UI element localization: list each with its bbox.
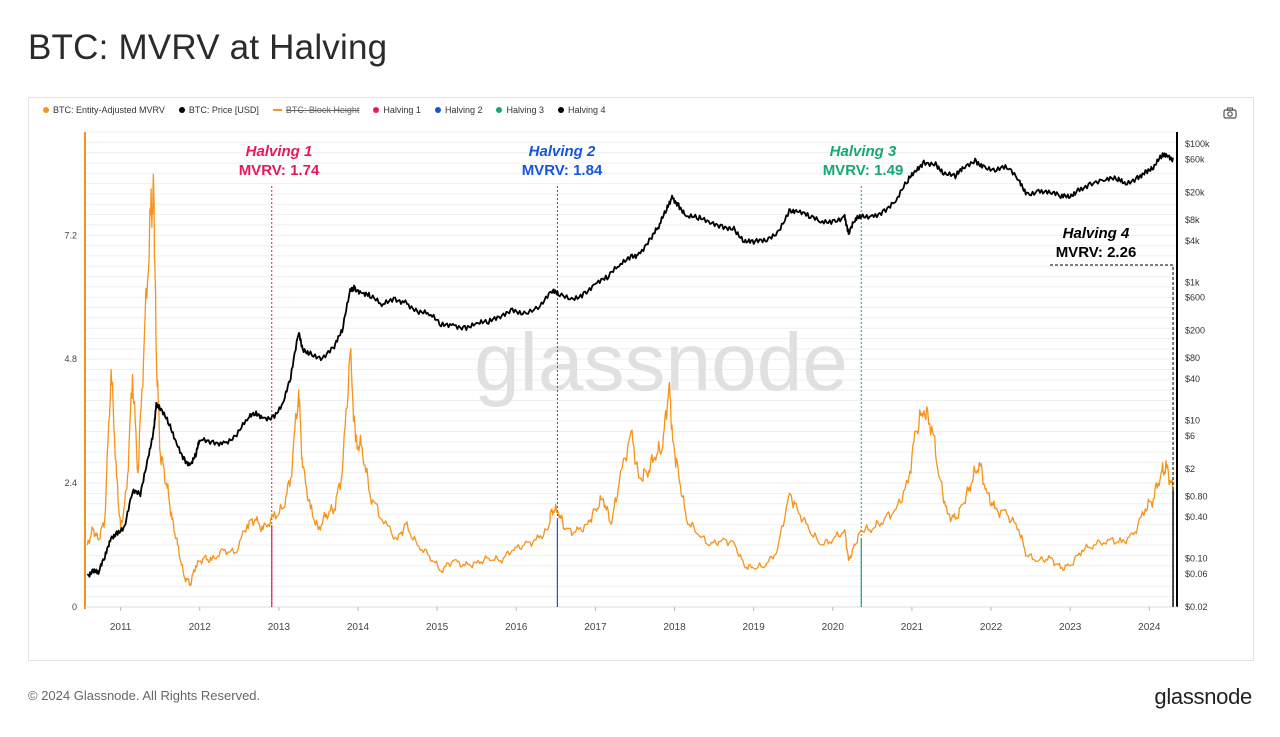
y-right-tick-label: $200 — [1185, 326, 1205, 336]
camera-icon[interactable] — [1223, 106, 1237, 119]
x-tick-label: 2015 — [426, 622, 449, 633]
y-right-tick-label: $100k — [1185, 139, 1210, 149]
chart-legend: BTC: Entity-Adjusted MVRV BTC: Price [USD… — [43, 105, 606, 115]
y-right-tick-label: $1k — [1185, 277, 1200, 287]
y-right-tick-label: $10 — [1185, 416, 1200, 426]
y-right-tick-label: $0.10 — [1185, 554, 1208, 564]
legend-label: Halving 3 — [506, 105, 545, 115]
halving-title-1: Halving 1 — [246, 143, 313, 160]
y-right-tick-label: $2 — [1185, 464, 1195, 474]
legend-label: Halving 4 — [568, 105, 606, 115]
x-tick-label: 2013 — [268, 622, 291, 633]
y-right-tick-label: $4k — [1185, 236, 1200, 246]
legend-item-halving-4[interactable]: Halving 4 — [558, 105, 606, 115]
y-left-tick-label: 0 — [72, 602, 77, 612]
chart-panel: glassnode 0 2.4 4.8 7.2 $0.02 $0.06 $0.10 $0.40 $… — [28, 97, 1254, 661]
legend-marker — [272, 109, 282, 111]
legend-label: BTC: Price [USD] — [188, 105, 259, 115]
x-tick-label: 2020 — [822, 622, 845, 633]
halving-title-2: Halving 2 — [529, 143, 596, 160]
legend-item-btc-block-height[interactable]: BTC: Block Height — [272, 105, 360, 115]
y-right-tick-label: $600 — [1185, 293, 1205, 303]
legend-marker — [558, 107, 565, 113]
legend-marker — [373, 107, 380, 113]
x-tick-label: 2021 — [901, 622, 924, 633]
legend-marker — [496, 107, 503, 113]
x-tick-label: 2024 — [1138, 622, 1161, 633]
legend-marker — [43, 107, 49, 113]
y-right-tick-label: $0.06 — [1185, 569, 1208, 579]
legend-label: Halving 2 — [444, 105, 483, 115]
brand-logo: glassnode — [1154, 684, 1252, 709]
y-left-tick-label: 2.4 — [64, 478, 77, 488]
halving-title-4: Halving 4 — [1063, 225, 1130, 242]
x-tick-label: 2011 — [110, 622, 132, 633]
x-tick-label: 2019 — [743, 622, 766, 633]
legend-item-halving-3[interactable]: Halving 3 — [496, 105, 544, 115]
halving-mvrv-2: MVRV: 1.84 — [522, 162, 603, 179]
y-right-tick-label: $0.80 — [1185, 491, 1208, 501]
halving-title-3: Halving 3 — [830, 143, 897, 160]
legend-label: BTC: Block Height — [285, 105, 360, 115]
y-right-tick-label: $40 — [1185, 374, 1200, 384]
y-left-tick-label: 7.2 — [64, 230, 77, 240]
page-title: BTC: MVRV at Halving — [28, 28, 388, 67]
y-right-tick-label: $0.40 — [1185, 512, 1208, 522]
legend-label: Halving 1 — [383, 105, 421, 115]
legend-marker — [178, 107, 185, 113]
x-tick-label: 2012 — [189, 622, 212, 633]
x-tick-label: 2023 — [1059, 622, 1082, 633]
x-tick-label: 2018 — [663, 622, 686, 633]
series-mvrv-line — [86, 173, 1174, 587]
legend-label: BTC: Entity-Adjusted MVRV — [53, 105, 165, 115]
x-tick-label: 2017 — [584, 622, 607, 633]
y-right-tick-label: $6 — [1185, 431, 1195, 441]
halving-mvrv-3: MVRV: 1.49 — [823, 162, 904, 179]
y-right-tick-label: $20k — [1185, 187, 1205, 197]
legend-item-halving-2[interactable]: Halving 2 — [434, 105, 483, 115]
y-right-tick-label: $8k — [1185, 215, 1200, 225]
y-left-tick-label: 4.8 — [64, 354, 77, 364]
halving-mvrv-1: MVRV: 1.74 — [239, 162, 320, 179]
y-right-tick-label: $80 — [1185, 353, 1200, 363]
x-tick-label: 2016 — [505, 622, 528, 633]
halving-mvrv-4: MVRV: 2.26 — [1056, 244, 1137, 261]
watermark-text: glassnode — [474, 317, 848, 408]
legend-marker — [434, 107, 441, 113]
legend-item-halving-1[interactable]: Halving 1 — [373, 105, 421, 115]
y-right-tick-label: $0.02 — [1185, 602, 1208, 612]
series-price-line — [86, 152, 1174, 578]
x-tick-label: 2022 — [980, 622, 1003, 633]
chart-svg: glassnode 0 2.4 4.8 7.2 $0.02 $0.06 $0.10 $0.40 $… — [64, 131, 1210, 633]
y-right-tick-label: $60k — [1185, 154, 1205, 164]
legend-item-btc-price-usd[interactable]: BTC: Price [USD] — [178, 105, 259, 115]
legend-item-btc-entity-adjusted-mvrv[interactable]: BTC: Entity-Adjusted MVRV — [43, 105, 165, 115]
x-tick-label: 2014 — [347, 622, 370, 633]
copyright-text: © 2024 Glassnode. All Rights Reserved. — [28, 688, 261, 703]
